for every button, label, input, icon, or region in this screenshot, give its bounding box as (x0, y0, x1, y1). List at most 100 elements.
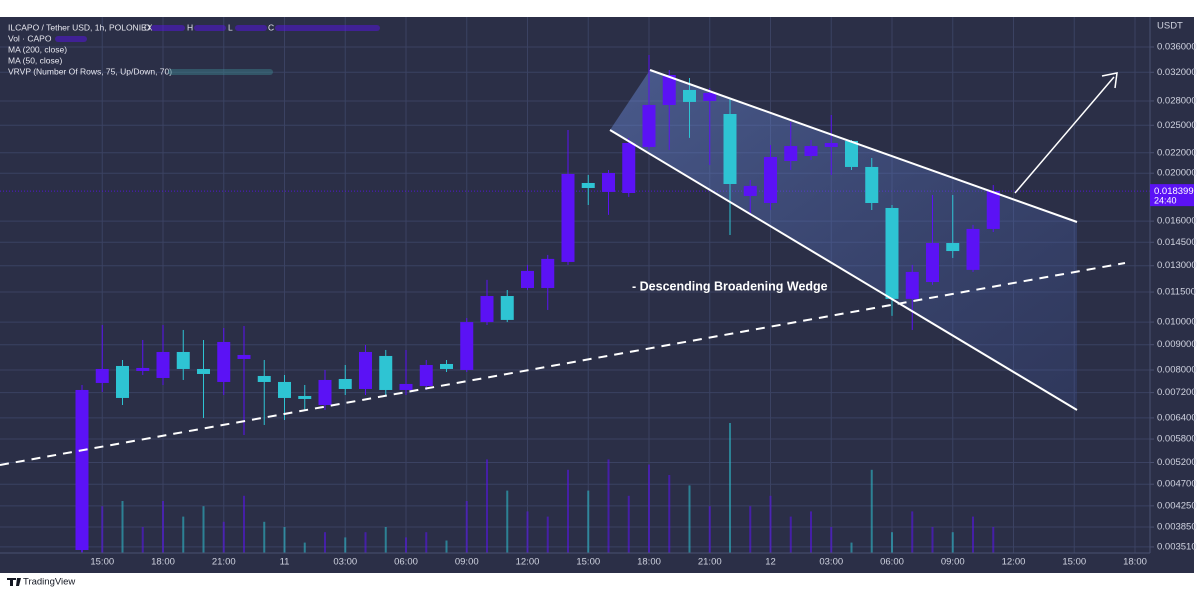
candle-body (257, 375, 271, 382)
candle-body (460, 322, 474, 370)
volume-bar (648, 464, 650, 553)
ohlc-label: C (268, 22, 274, 32)
symbol-title: ILCAPO / Tether USD, 1h, POLONIEX (8, 22, 153, 32)
volume-bar (303, 542, 306, 553)
candle-body (419, 364, 433, 386)
x-tick-label: 21:00 (698, 557, 722, 568)
annotation: - Descending Broadening Wedge (632, 279, 828, 293)
volume-bar (668, 475, 671, 553)
price-axis-unit: USDT (1157, 21, 1183, 32)
countdown-label: 24:40 (1154, 196, 1177, 206)
candle-body (926, 243, 939, 283)
volume-bar (931, 527, 934, 553)
volume-bar (324, 532, 326, 553)
legend: ILCAPO / Tether USD, 1h, POLONIEX O H L … (8, 22, 380, 76)
indicator-label: MA (200, close) (8, 44, 67, 54)
volume-bar (951, 532, 954, 553)
y-tick-label: 0.032000 (1157, 67, 1197, 78)
candle-body (197, 368, 210, 374)
footer-text: TradingView (23, 577, 75, 588)
candle-body (865, 166, 879, 203)
candle-body (480, 296, 494, 323)
arrow-head (1101, 72, 1118, 89)
candle-body (784, 146, 798, 161)
candle-body (723, 113, 737, 184)
volume-bar (526, 511, 529, 553)
x-tick-label: 06:00 (394, 557, 418, 568)
candle-body (703, 92, 717, 101)
candle-body (440, 363, 453, 369)
candle-body (500, 296, 514, 320)
x-tick-label: 12:00 (516, 557, 540, 568)
candle-body (683, 89, 696, 102)
blurred-value (194, 25, 226, 31)
volume-bar (992, 527, 995, 553)
volume-bar (911, 511, 914, 553)
candle-body (986, 191, 1000, 229)
x-tick-label: 09:00 (941, 557, 965, 568)
candle-body (95, 368, 109, 383)
volume-bar (344, 537, 347, 553)
volume-bar (283, 527, 286, 553)
candle-body (338, 378, 352, 389)
x-tick-label: 06:00 (880, 557, 904, 568)
y-tick-label: 0.004700 (1157, 479, 1197, 490)
y-tick-label: 0.022000 (1157, 147, 1197, 158)
x-tick-label: 15:00 (576, 557, 600, 568)
candle-body (176, 351, 190, 369)
candle-body (662, 74, 676, 105)
candle-body (541, 258, 555, 288)
volume-layer (81, 423, 995, 553)
candle-body (237, 354, 251, 359)
candle-body (804, 146, 818, 156)
y-tick-label: 0.036000 (1157, 41, 1197, 52)
upper-trendline (649, 69, 1078, 223)
x-tick-label: 15:00 (90, 557, 114, 568)
x-tick-label: 03:00 (333, 557, 357, 568)
y-tick-label: 0.013000 (1157, 260, 1197, 271)
candle-body (642, 104, 656, 147)
volume-bar (749, 506, 752, 553)
y-tick-label: 0.005800 (1157, 434, 1197, 445)
volume-bar (384, 527, 387, 553)
volume-bar (891, 532, 893, 553)
x-tick-label: 09:00 (455, 557, 479, 568)
volume-bar (121, 501, 124, 553)
volume-bar (243, 495, 245, 553)
volume-bar (101, 506, 104, 553)
y-tick-label: 0.016000 (1157, 216, 1197, 227)
indicator-label: VRVP (Number Of Rows, 75, Up/Down, 70) (8, 66, 172, 76)
candle-body (399, 383, 413, 390)
x-tick-label: 18:00 (151, 557, 175, 568)
blurred-value (55, 36, 87, 42)
volume-bar (688, 485, 691, 553)
candle-body (278, 381, 291, 398)
volume-bar (870, 469, 873, 553)
last-price-tag (1150, 184, 1194, 207)
volume-bar (486, 459, 488, 553)
indicator-label: MA (50, close) (8, 55, 62, 65)
candle-body (379, 355, 393, 390)
candle-body (156, 351, 170, 378)
candle-body (824, 143, 838, 147)
candle-layer (75, 54, 1000, 552)
y-tick-label: 0.007200 (1157, 387, 1197, 398)
x-tick-label: 12 (765, 557, 776, 568)
y-tick-label: 0.020000 (1157, 168, 1197, 179)
blurred-value (151, 25, 185, 31)
ohlc-label: L (228, 22, 233, 32)
volume-bar (182, 516, 185, 553)
y-tick-label: 0.006400 (1157, 412, 1197, 423)
y-tick-label: 0.028000 (1157, 95, 1197, 106)
volume-bar (607, 459, 610, 553)
candle-body (75, 389, 89, 550)
candle-body (622, 143, 636, 193)
volume-bar (546, 516, 549, 553)
y-tick-label: 0.009000 (1157, 339, 1197, 350)
target-arrow (1014, 76, 1115, 194)
volume-bar (506, 490, 509, 553)
volume-bar (162, 501, 164, 553)
volume-bar (364, 532, 367, 553)
ohlc-label: H (187, 22, 193, 32)
blurred-value (275, 25, 380, 31)
